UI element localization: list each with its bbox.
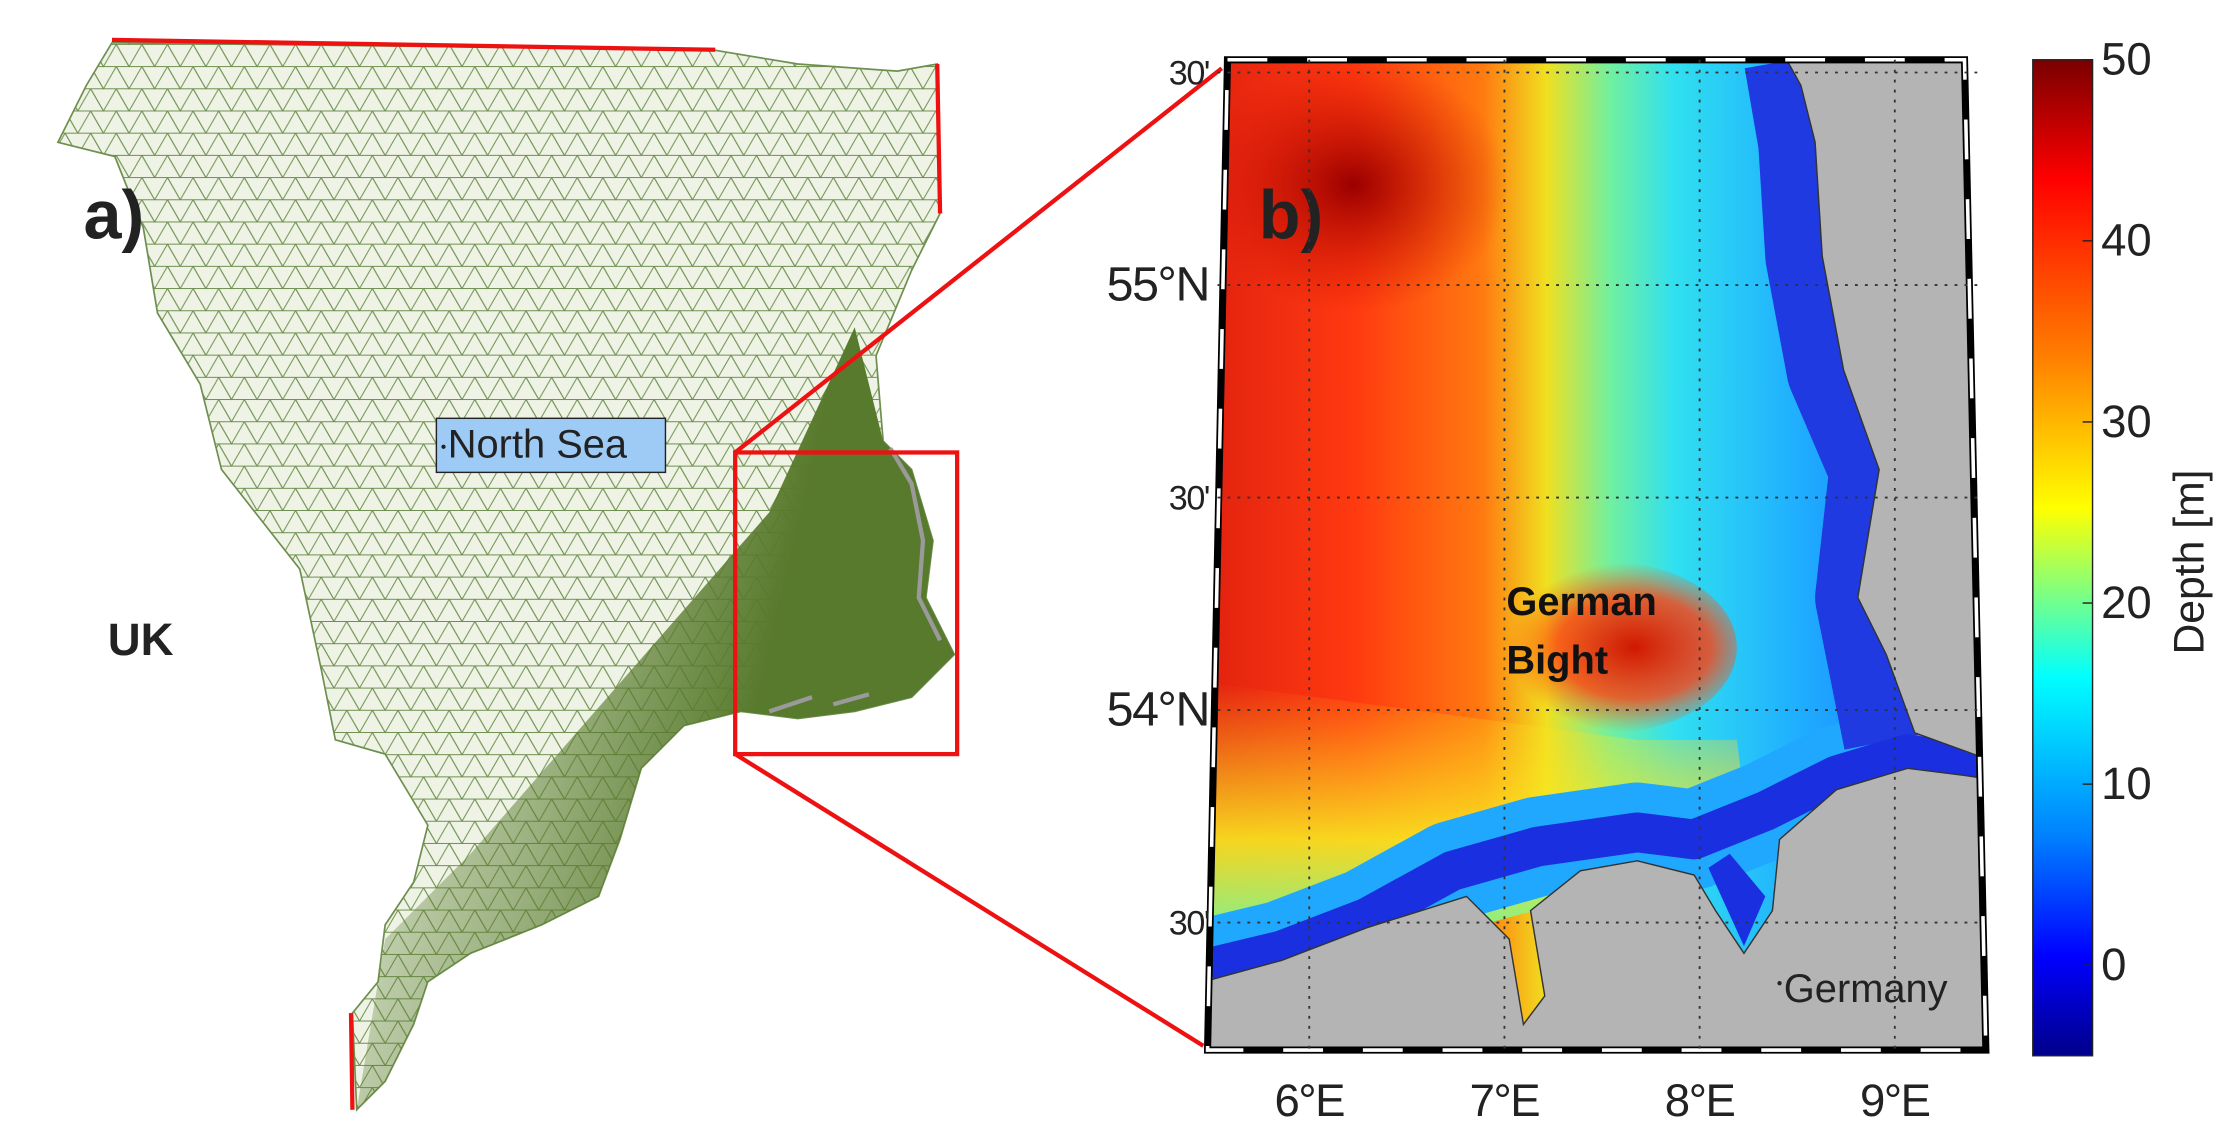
lat-tick-label: 55°N xyxy=(1107,258,1209,312)
lat-tick-label: 54°N xyxy=(1107,683,1209,737)
place-label: North Sea xyxy=(448,422,628,466)
lat-tick-label: 30' xyxy=(1169,54,1209,92)
panel-label: a) xyxy=(84,178,145,254)
colorbar-label: Depth [m] xyxy=(2165,470,2213,655)
panel-b: b) German Bight Germany 30' 55°N 30' 54°N 30… xyxy=(1107,54,1993,1126)
colorbar-ramp xyxy=(2033,60,2093,1056)
colorbar-tick-label: 0 xyxy=(2101,939,2126,990)
place-label: Germany xyxy=(1784,967,1948,1011)
panel-a: a) UK North Sea xyxy=(58,40,1222,1110)
place-dot xyxy=(441,445,445,449)
lon-tick-label: 9°E xyxy=(1860,1075,1930,1126)
panel-label: b) xyxy=(1259,178,1323,254)
page-body: {"panel_a": {"label": "a)", "uk": "UK", … xyxy=(0,0,2233,1134)
zoom-line xyxy=(735,754,1203,1046)
lon-tick-label: 6°E xyxy=(1274,1075,1344,1126)
lat-tick-label: 30' xyxy=(1169,479,1209,517)
colorbar-tick-label: 10 xyxy=(2101,758,2152,809)
figure: a) UK North Sea b) German Bight Germany … xyxy=(0,0,2233,1134)
colorbar-tick-label: 20 xyxy=(2101,577,2152,628)
colorbar: Depth [m] 0 10 20 30 40 50 xyxy=(2033,34,2214,1056)
place-dot xyxy=(1777,981,1781,985)
lat-tick-label: 30' xyxy=(1169,904,1209,942)
lon-tick-label: 8°E xyxy=(1665,1075,1735,1126)
place-label: German xyxy=(1506,580,1657,624)
lon-tick-label: 7°E xyxy=(1470,1075,1540,1126)
place-label: Bight xyxy=(1506,639,1608,683)
page: html, body { margin: 0; padding: 0; back… xyxy=(0,0,2233,1134)
place-label: UK xyxy=(108,614,174,665)
colorbar-tick-label: 30 xyxy=(2101,396,2152,447)
colorbar-tick-label: 40 xyxy=(2101,215,2152,266)
colorbar-tick-label: 50 xyxy=(2101,34,2152,85)
